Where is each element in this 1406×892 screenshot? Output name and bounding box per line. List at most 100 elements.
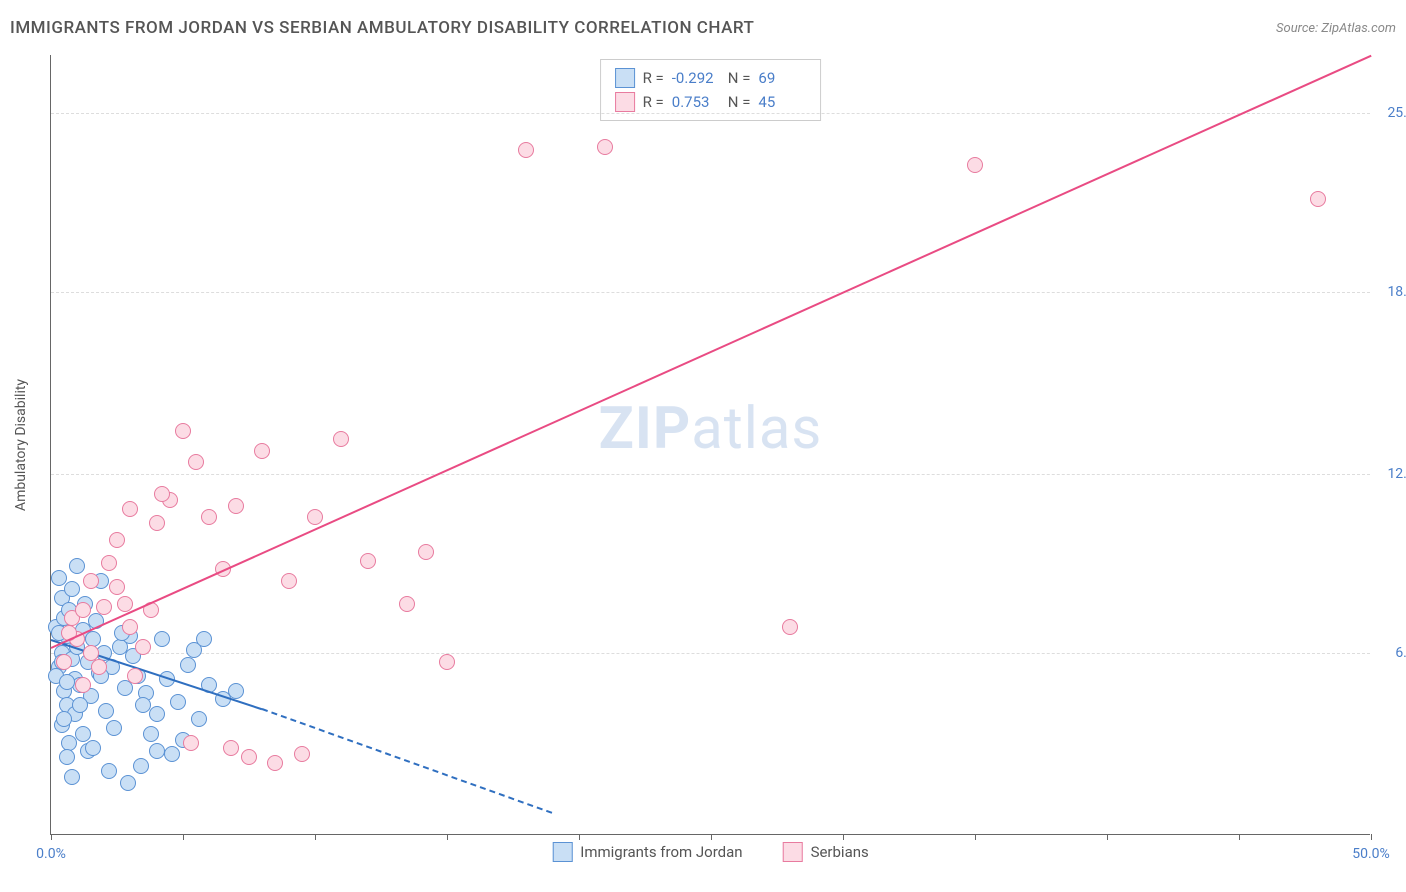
- scatter-point: [188, 454, 204, 470]
- scatter-point: [597, 139, 613, 155]
- y-tick-label: 18.8%: [1375, 284, 1406, 300]
- scatter-point: [183, 735, 199, 751]
- title-bar: IMMIGRANTS FROM JORDAN VS SERBIAN AMBULA…: [10, 18, 1396, 38]
- legend-n-label: N =: [728, 90, 751, 114]
- x-tick: [1239, 834, 1240, 840]
- scatter-point: [98, 703, 114, 719]
- legend-r-label: R =: [643, 90, 664, 114]
- scatter-point: [59, 674, 75, 690]
- scatter-point: [56, 711, 72, 727]
- scatter-point: [439, 654, 455, 670]
- scatter-point: [164, 746, 180, 762]
- y-tick-label: 12.5%: [1375, 466, 1406, 482]
- x-legend-item-jordan: Immigrants from Jordan: [552, 842, 742, 862]
- scatter-point: [228, 683, 244, 699]
- scatter-point: [223, 740, 239, 756]
- scatter-point: [333, 431, 349, 447]
- scatter-point: [294, 746, 310, 762]
- scatter-point: [109, 532, 125, 548]
- x-tick-label: 50.0%: [1352, 846, 1390, 862]
- scatter-point: [149, 706, 165, 722]
- scatter-point: [149, 743, 165, 759]
- scatter-point: [281, 573, 297, 589]
- x-tick: [843, 834, 844, 840]
- scatter-point: [191, 711, 207, 727]
- scatter-point: [85, 631, 101, 647]
- scatter-point: [418, 544, 434, 560]
- scatter-point: [254, 443, 270, 459]
- x-tick: [1371, 834, 1372, 840]
- legend-swatch-jordan: [615, 68, 635, 88]
- x-tick: [975, 834, 976, 840]
- scatter-point: [1310, 191, 1326, 207]
- y-tick-label: 25.0%: [1375, 105, 1406, 121]
- x-tick: [579, 834, 580, 840]
- scatter-point: [75, 677, 91, 693]
- scatter-point: [51, 570, 67, 586]
- scatter-point: [267, 755, 283, 771]
- scatter-point: [518, 142, 534, 158]
- scatter-point: [228, 498, 244, 514]
- legend-row-serbians: R = 0.753 N = 45: [615, 90, 807, 114]
- scatter-point: [360, 553, 376, 569]
- correlation-legend: R = -0.292 N = 69 R = 0.753 N = 45: [600, 59, 822, 121]
- scatter-point: [117, 596, 133, 612]
- scatter-point: [175, 423, 191, 439]
- scatter-point: [782, 619, 798, 635]
- scatter-point: [196, 631, 212, 647]
- scatter-point: [64, 581, 80, 597]
- scatter-point: [133, 758, 149, 774]
- legend-n-value-jordan: 69: [758, 66, 806, 90]
- x-tick-label: 0.0%: [36, 846, 66, 862]
- scatter-point: [135, 639, 151, 655]
- scatter-point: [170, 694, 186, 710]
- watermark: ZIPatlas: [599, 395, 823, 463]
- legend-r-value-serbians: 0.753: [672, 90, 720, 114]
- scatter-point: [399, 596, 415, 612]
- scatter-point: [69, 558, 85, 574]
- scatter-point: [201, 509, 217, 525]
- scatter-point: [967, 157, 983, 173]
- scatter-point: [96, 599, 112, 615]
- y-tick-label: 6.3%: [1375, 645, 1406, 661]
- x-legend-label-jordan: Immigrants from Jordan: [580, 843, 742, 861]
- scatter-point: [56, 654, 72, 670]
- y-axis-title: Ambulatory Disability: [13, 378, 29, 510]
- grid-line: [51, 113, 1370, 114]
- x-tick: [447, 834, 448, 840]
- scatter-point: [180, 657, 196, 673]
- scatter-point: [127, 668, 143, 684]
- watermark-light: atlas: [691, 395, 822, 463]
- legend-n-value-serbians: 45: [758, 90, 806, 114]
- legend-row-jordan: R = -0.292 N = 69: [615, 66, 807, 90]
- grid-line: [51, 474, 1370, 475]
- legend-r-label: R =: [643, 66, 664, 90]
- scatter-point: [120, 775, 136, 791]
- scatter-point: [307, 509, 323, 525]
- x-legend-item-serbians: Serbians: [783, 842, 869, 862]
- trend-line: [51, 55, 1372, 649]
- source-label: Source: ZipAtlas.com: [1276, 21, 1396, 36]
- x-legend-swatch-serbians: [783, 842, 803, 862]
- scatter-point: [135, 697, 151, 713]
- x-tick: [51, 834, 52, 840]
- scatter-point: [101, 555, 117, 571]
- scatter-point: [91, 659, 107, 675]
- scatter-point: [122, 619, 138, 635]
- scatter-point: [72, 697, 88, 713]
- legend-n-label: N =: [728, 66, 751, 90]
- x-legend-swatch-jordan: [552, 842, 572, 862]
- scatter-point: [75, 726, 91, 742]
- x-tick: [183, 834, 184, 840]
- scatter-point: [143, 726, 159, 742]
- scatter-point: [75, 602, 91, 618]
- scatter-point: [85, 740, 101, 756]
- scatter-point: [106, 720, 122, 736]
- scatter-point: [59, 749, 75, 765]
- x-tick: [1107, 834, 1108, 840]
- grid-line: [51, 653, 1370, 654]
- scatter-point: [64, 769, 80, 785]
- scatter-point: [154, 631, 170, 647]
- scatter-point: [154, 486, 170, 502]
- scatter-plot-area: Ambulatory Disability ZIPatlas R = -0.29…: [50, 55, 1370, 835]
